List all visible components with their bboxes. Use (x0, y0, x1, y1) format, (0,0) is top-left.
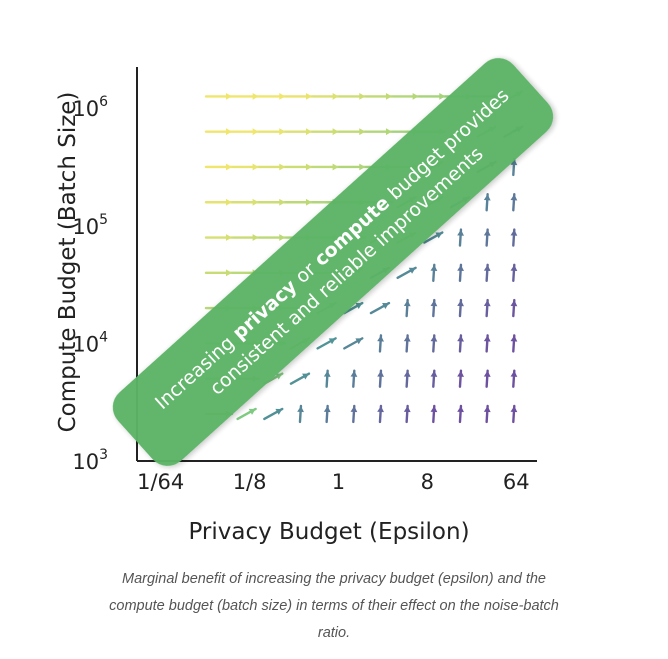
quiver-arrow (204, 234, 234, 241)
quiver-arrow (258, 198, 287, 206)
quiver-arrow (231, 163, 260, 171)
quiver-arrow (510, 157, 518, 177)
quiver-arrow (323, 369, 331, 388)
quiver-arrow (403, 298, 411, 318)
quiver-arrow (403, 369, 411, 388)
diagonal-annotation: Increasing privacy or compute budget pro… (112, 58, 554, 466)
quiver-arrow (391, 93, 420, 100)
quiver-arrow (483, 193, 491, 212)
quiver-arrow (457, 263, 464, 283)
quiver-arrow (510, 334, 518, 353)
quiver-arrow (297, 404, 304, 424)
quiver-arrow (396, 266, 417, 280)
quiver-arrow (430, 298, 438, 318)
quiver-arrow (430, 263, 438, 283)
quiver-arrow (204, 163, 234, 171)
quiver-arrow (377, 404, 384, 424)
quiver-arrow (510, 228, 518, 247)
quiver-arrow (350, 404, 358, 424)
quiver-arrow (343, 301, 364, 315)
quiver-arrow (510, 193, 518, 212)
quiver-arrow (284, 163, 314, 171)
quiver-arrow (483, 228, 491, 247)
quiver-arrow (284, 128, 314, 136)
quiver-arrow (338, 163, 367, 171)
annotation-banner (112, 58, 554, 466)
quiver-arrow (483, 369, 491, 388)
quiver-arrow (483, 334, 491, 353)
quiver-arrow (311, 128, 340, 136)
y-axis-title: Compute Budget (Batch Size) (55, 92, 81, 433)
annotation-line-1: Increasing privacy or compute budget pro… (151, 84, 513, 413)
quiver-arrow (483, 263, 491, 283)
quiver-arrow (457, 228, 464, 247)
x-tick-label: 8 (421, 470, 434, 494)
quiver-arrow (284, 93, 314, 100)
y-tick-label: 104 (72, 329, 108, 356)
quiver-arrow (231, 128, 260, 136)
quiver-arrow (204, 93, 234, 100)
x-tick-label: 1/8 (233, 470, 267, 494)
quiver-arrow (343, 337, 364, 350)
quiver-arrow (231, 93, 260, 100)
x-axis-title: Privacy Budget (Epsilon) (188, 519, 469, 545)
quiver-arrow (311, 93, 340, 100)
quiver-arrow (510, 263, 518, 283)
quiver-arrow (258, 234, 287, 241)
y-tick-label: 103 (72, 447, 108, 474)
quiver-arrow (364, 93, 394, 100)
quiver-arrow (258, 93, 287, 100)
quiver-arrow (457, 369, 464, 388)
quiver-arrow (350, 369, 358, 388)
quiver-arrow (377, 334, 384, 353)
caption-line-3: ratio. (317, 625, 351, 641)
quiver-arrow (338, 93, 367, 100)
quiver-arrow (316, 337, 337, 350)
quiver-arrow (231, 234, 260, 241)
quiver-arrow (369, 301, 391, 315)
caption-line-1: Marginal benefit of increasing the priva… (122, 571, 546, 587)
quiver-arrow (418, 93, 447, 100)
quiver-arrow (364, 128, 394, 136)
quiver-arrow (231, 198, 260, 206)
x-tick-labels: 1/64 1/8 1 8 64 (137, 470, 530, 494)
x-tick-label: 1/64 (137, 470, 184, 494)
quiver-arrow (483, 298, 491, 318)
x-tick-label: 1 (332, 470, 345, 494)
y-tick-label: 105 (72, 212, 108, 239)
quiver-arrow (323, 404, 331, 424)
quiver-arrow (258, 128, 287, 136)
quiver-arrow (510, 369, 518, 388)
quiver-arrow (457, 334, 464, 353)
caption-line-2: compute budget (batch size) in terms of … (109, 598, 559, 614)
quiver-arrow (338, 128, 367, 136)
quiver-arrow (263, 407, 284, 421)
quiver-arrow (457, 298, 464, 318)
y-tick-label: 106 (72, 94, 108, 121)
quiver-arrow (457, 404, 464, 424)
quiver-arrow (204, 198, 234, 206)
quiver-arrow (510, 404, 518, 424)
quiver-arrow (510, 298, 518, 318)
quiver-arrow (284, 198, 314, 206)
y-tick-labels: 103 104 105 106 (72, 94, 108, 474)
quiver-arrow (204, 269, 234, 277)
quiver-arrow (204, 128, 234, 136)
quiver-arrow (430, 334, 438, 353)
x-tick-label: 64 (503, 470, 530, 494)
quiver-arrow (430, 369, 438, 388)
quiver-arrow (289, 372, 311, 385)
quiver-arrow (311, 163, 340, 171)
figure-caption: Marginal benefit of increasing the priva… (30, 566, 638, 647)
quiver-arrow (236, 407, 257, 421)
quiver-chart: 1/64 1/8 1 8 64 103 104 105 106 Increasing priv… (55, 58, 554, 545)
quiver-arrow (377, 369, 384, 388)
annotation-line-2: consistent and reliable improvements (206, 143, 488, 400)
quiver-arrow (430, 404, 438, 424)
quiver-arrow (258, 163, 287, 171)
quiver-arrow (403, 404, 411, 424)
quiver-arrow (483, 404, 491, 424)
quiver-arrow (423, 231, 444, 244)
quiver-arrow (403, 334, 411, 353)
